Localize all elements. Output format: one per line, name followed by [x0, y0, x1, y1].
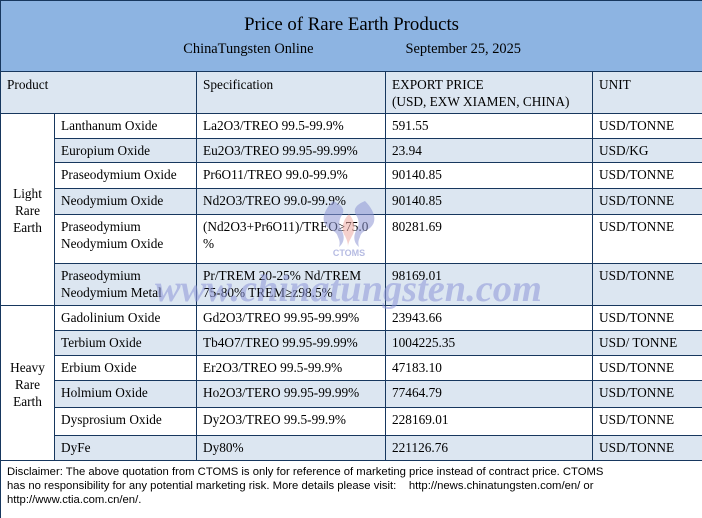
svg-text:CTOMS: CTOMS: [333, 248, 365, 258]
